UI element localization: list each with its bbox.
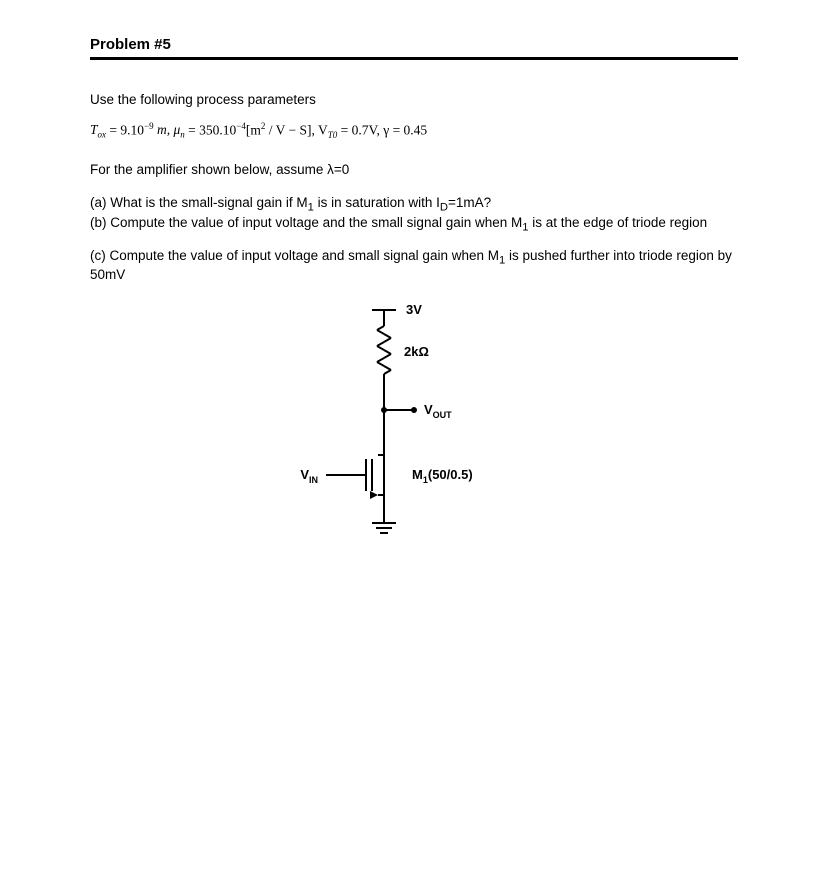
- question-b: (b) Compute the value of input voltage a…: [90, 215, 738, 234]
- question-c: (c) Compute the value of input voltage a…: [90, 248, 738, 282]
- svg-text:3V: 3V: [406, 302, 422, 317]
- svg-text:2kΩ: 2kΩ: [404, 344, 429, 359]
- assume-line: For the amplifier shown below, assume λ=…: [90, 162, 738, 177]
- circuit-svg: 3V 2kΩ VOUT VIN M1(50/0.5): [264, 296, 564, 556]
- intro-line: Use the following process parameters: [90, 92, 738, 107]
- circuit-figure: 3V 2kΩ VOUT VIN M1(50/0.5): [90, 296, 738, 556]
- heading-rule: [90, 57, 738, 60]
- question-a: (a) What is the small-signal gain if M1 …: [90, 195, 738, 214]
- svg-text:VIN: VIN: [300, 467, 318, 485]
- svg-text:M1(50/0.5): M1(50/0.5): [412, 467, 473, 485]
- mu-sym: m, μn: [157, 122, 185, 137]
- problem-heading: Problem #5: [90, 36, 738, 53]
- parameters-formula: Tox = 9.10−9 m, μn = 350.10−4[m2 / V − S…: [90, 121, 738, 140]
- svg-text:VOUT: VOUT: [424, 402, 452, 420]
- tox-sym: Tox: [90, 122, 106, 137]
